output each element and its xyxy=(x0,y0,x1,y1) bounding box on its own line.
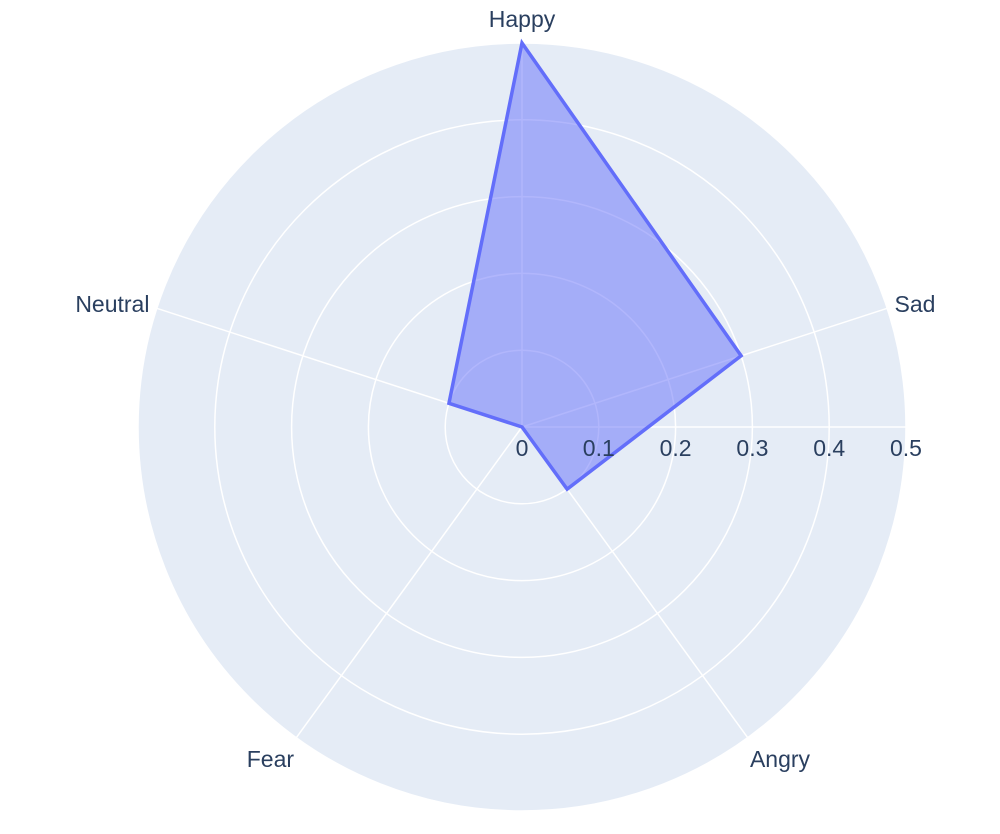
angular-axis-labels: Happy Sad Angry Fear Neutral xyxy=(75,6,935,772)
axis-label-happy: Happy xyxy=(489,6,556,32)
radial-tick-label: 0.4 xyxy=(813,435,845,461)
radial-tick-label: 0.2 xyxy=(660,435,692,461)
axis-label-fear: Fear xyxy=(247,746,295,772)
radial-tick-labels: 0 0.1 0.2 0.3 0.4 0.5 xyxy=(516,435,922,461)
data-layer xyxy=(446,38,744,492)
radial-tick-label: 0.1 xyxy=(583,435,615,461)
radial-tick-label: 0 xyxy=(516,435,529,461)
spoke-fear xyxy=(295,426,523,739)
axis-label-neutral: Neutral xyxy=(75,291,149,317)
radial-tick-label: 0.5 xyxy=(890,435,922,461)
axis-label-sad: Sad xyxy=(895,291,936,317)
series-0-area xyxy=(446,38,744,492)
axis-label-angry: Angry xyxy=(750,746,811,772)
radial-tick-label: 0.3 xyxy=(736,435,768,461)
